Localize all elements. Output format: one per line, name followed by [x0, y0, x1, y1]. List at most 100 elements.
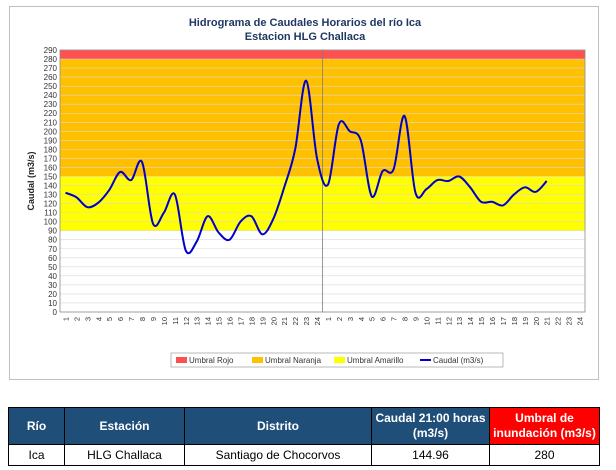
- y-tick-label-3: 30: [48, 281, 57, 290]
- x-tick-label-45: 22: [554, 317, 563, 325]
- x-tick-label-41: 18: [510, 317, 519, 325]
- x-tick-label-30: 7: [390, 317, 399, 321]
- x-tick-label-17: 18: [247, 317, 256, 325]
- y-axis-label: Caudal (m3/s): [26, 151, 36, 210]
- legend-swatch-0: [176, 357, 187, 363]
- x-tick-label-21: 22: [291, 317, 300, 325]
- y-tick-label-4: 40: [48, 272, 57, 281]
- series-line-0: [65, 79, 548, 255]
- x-tick-label-1: 2: [72, 317, 81, 321]
- x-tick-label-47: 24: [576, 317, 585, 325]
- y-tick-label-11: 110: [44, 209, 57, 218]
- x-tick-label-46: 23: [565, 317, 574, 325]
- header-caudal: Caudal 21:00 horas (m3/s): [371, 407, 490, 445]
- x-tick-label-0: 1: [61, 317, 70, 321]
- x-tick-label-42: 19: [521, 317, 530, 325]
- cell-umbral: 280: [489, 444, 600, 466]
- x-tick-label-13: 14: [204, 317, 213, 325]
- y-tick-label-15: 150: [44, 172, 58, 181]
- chart-subtitle: Estacion HLG Challaca: [244, 31, 366, 43]
- x-tick-label-12: 13: [193, 317, 202, 325]
- y-tick-label-28: 280: [44, 55, 58, 64]
- x-tick-label-31: 8: [401, 317, 410, 321]
- x-tick-label-23: 24: [313, 317, 322, 325]
- table-header-row: Río Estación Distrito Caudal 21:00 horas…: [8, 407, 600, 445]
- x-tick-label-5: 6: [116, 317, 125, 321]
- legend-label-3: Caudal (m3/s): [433, 356, 484, 365]
- x-tick-label-7: 8: [138, 317, 147, 321]
- legend-label-2: Umbral Amarillo: [347, 356, 404, 365]
- x-tick-label-37: 14: [466, 317, 475, 325]
- y-tick-label-23: 230: [44, 100, 58, 109]
- y-tick-label-27: 270: [44, 64, 58, 73]
- y-tick-label-14: 140: [44, 182, 58, 191]
- y-tick-label-0: 0: [53, 308, 58, 317]
- x-tick-label-18: 19: [258, 317, 267, 325]
- chart-title-block: Hidrograma de Caudales Horarios del río …: [10, 16, 600, 44]
- y-tick-label-8: 80: [48, 236, 57, 245]
- legend-swatch-1: [252, 357, 263, 363]
- x-tick-label-36: 13: [455, 317, 464, 325]
- x-tick-label-2: 3: [83, 317, 92, 321]
- y-tick-label-19: 190: [44, 136, 58, 145]
- cell-caudal: 144.96: [371, 444, 490, 466]
- x-tick-label-28: 5: [368, 317, 377, 321]
- x-tick-label-8: 9: [149, 317, 158, 321]
- header-distrito: Distrito: [184, 407, 372, 445]
- y-tick-label-2: 20: [48, 290, 57, 299]
- cell-estacion: HLG Challaca: [64, 444, 185, 466]
- x-tick-label-6: 7: [127, 317, 136, 321]
- y-tick-label-7: 70: [48, 245, 57, 254]
- legend-label-1: Umbral Naranja: [265, 356, 322, 365]
- x-tick-label-29: 6: [379, 317, 388, 321]
- x-tick-label-34: 11: [433, 317, 442, 325]
- x-tick-label-43: 20: [532, 317, 541, 325]
- x-tick-label-33: 10: [422, 317, 431, 325]
- y-tick-label-5: 50: [48, 263, 57, 272]
- y-tick-label-12: 120: [44, 200, 58, 209]
- x-tick-label-27: 4: [357, 317, 366, 321]
- x-tick-label-20: 21: [280, 317, 289, 325]
- x-tick-label-10: 11: [171, 317, 180, 325]
- legend-swatch-2: [334, 357, 345, 363]
- y-tick-label-25: 250: [44, 82, 58, 91]
- y-tick-label-10: 100: [44, 218, 58, 227]
- y-tick-label-6: 60: [48, 254, 57, 263]
- x-tick-label-14: 15: [215, 317, 224, 325]
- x-tick-label-15: 16: [226, 317, 235, 325]
- x-tick-label-26: 3: [346, 317, 355, 321]
- x-tick-label-39: 16: [488, 317, 497, 325]
- x-tick-label-24: 1: [324, 317, 333, 321]
- y-tick-label-29: 290: [44, 46, 58, 55]
- y-tick-label-22: 220: [44, 109, 58, 118]
- x-tick-label-40: 17: [499, 317, 508, 325]
- legend-label-0: Umbral Rojo: [189, 356, 234, 365]
- x-tick-label-22: 23: [302, 317, 311, 325]
- y-tick-label-26: 260: [44, 73, 58, 82]
- x-tick-label-44: 21: [543, 317, 552, 325]
- x-tick-label-9: 10: [160, 317, 169, 325]
- table-row: Ica HLG Challaca Santiago de Chocorvos 1…: [8, 444, 600, 466]
- y-tick-label-9: 90: [48, 227, 57, 236]
- y-tick-label-21: 210: [44, 118, 58, 127]
- cell-distrito: Santiago de Chocorvos: [184, 444, 372, 466]
- header-rio: Río: [8, 407, 65, 445]
- y-tick-label-1: 10: [48, 299, 57, 308]
- y-tick-label-18: 180: [44, 145, 58, 154]
- x-tick-label-16: 17: [236, 317, 245, 325]
- x-tick-label-38: 15: [477, 317, 486, 325]
- station-info-table: Río Estación Distrito Caudal 21:00 horas…: [8, 407, 600, 466]
- x-tick-label-25: 2: [335, 317, 344, 321]
- y-tick-label-20: 200: [44, 127, 58, 136]
- x-tick-label-32: 9: [411, 317, 420, 321]
- cell-rio: Ica: [8, 444, 65, 466]
- hydrograph-chart: 0102030405060708090100110120130140150160…: [26, 46, 586, 368]
- y-tick-label-17: 170: [44, 154, 58, 163]
- y-tick-label-16: 160: [44, 163, 58, 172]
- chart-frame: Hidrograma de Caudales Horarios del río …: [9, 6, 599, 380]
- chart-title: Hidrograma de Caudales Horarios del río …: [188, 17, 422, 29]
- header-estacion: Estación: [64, 407, 185, 445]
- x-tick-label-35: 12: [444, 317, 453, 325]
- x-tick-label-11: 12: [182, 317, 191, 325]
- x-tick-label-19: 20: [269, 317, 278, 325]
